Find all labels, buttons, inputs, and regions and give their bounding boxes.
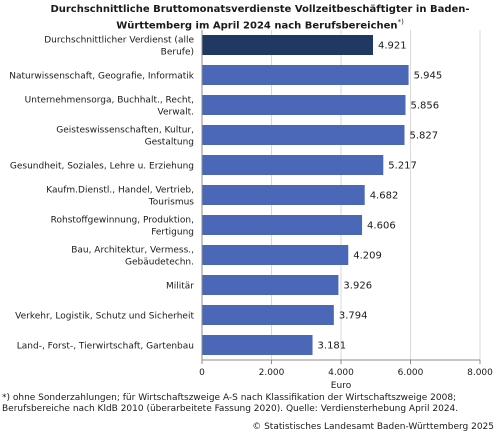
bar <box>202 155 384 175</box>
footnote-line-2: Berufsbereiche nach KldB 2010 (überarbei… <box>2 404 459 414</box>
category-label: Verwalt. <box>158 108 194 118</box>
bar-value-label: 4.682 <box>370 191 399 202</box>
bar <box>202 245 349 265</box>
footnote: *) ohne Sonderzahlungen; für Wirtschafts… <box>2 393 498 415</box>
bar-value-label: 3.181 <box>318 341 347 352</box>
bar <box>202 95 406 115</box>
category-label: Verkehr, Logistik, Schutz und Sicherheit <box>15 312 194 322</box>
bar-value-label: 5.945 <box>414 71 443 82</box>
bar-chart: 4.921 Durchschnittlicher Verdienst (alle B… <box>9 30 493 391</box>
bar <box>202 65 409 85</box>
bar-value-label: 4.921 <box>378 41 407 52</box>
category-label: Unternehmensorga, Buchhalt., Recht, <box>25 96 194 106</box>
x-tick-label: 2.000 <box>259 368 285 378</box>
bar <box>202 335 313 355</box>
bar <box>202 35 374 55</box>
bar-value-label: 5.217 <box>388 161 417 172</box>
bar <box>202 185 365 205</box>
chart-title-text: Durchschnittliche Bruttomonatsverdienste… <box>50 4 470 32</box>
category-label: Gestaltung <box>145 138 194 148</box>
bar <box>202 305 334 325</box>
category-label: Naturwissenschaft, Geografie, Informatik <box>9 72 195 82</box>
x-axis-label: Euro <box>331 381 352 391</box>
footnote-line-1: *) ohne Sonderzahlungen; für Wirtschafts… <box>2 393 457 403</box>
bar <box>202 215 363 235</box>
bar-value-label: 5.856 <box>410 101 439 112</box>
bar-value-label: 3.926 <box>343 281 372 292</box>
x-tick-label: 8.000 <box>467 368 493 378</box>
category-label: Tourismus <box>148 198 195 208</box>
bar-value-label: 3.794 <box>339 311 368 322</box>
category-label: Kaufm.Dienstl., Handel, Vertrieb, <box>46 186 194 196</box>
copyright-note: © Statistisches Landesamt Baden-Württemb… <box>252 422 494 432</box>
category-label: Geisteswissenschaften, Kultur, <box>56 126 194 136</box>
category-label: Gesundheit, Soziales, Lehre u. Erziehung <box>10 162 194 172</box>
bar-value-label: 4.209 <box>353 251 382 262</box>
category-label: Gebäudetechn. <box>125 258 194 268</box>
category-label: Fertigung <box>151 228 194 238</box>
category-label: Durchschnittlicher Verdienst (alle <box>44 36 194 46</box>
category-label: Rohstoffgewinnung, Produktion, <box>51 216 194 226</box>
chart-title: Durchschnittliche Bruttomonatsverdienste… <box>40 3 480 32</box>
category-label: Militär <box>166 282 194 292</box>
bar-value-label: 5.827 <box>409 131 438 142</box>
x-tick-label: 0 <box>199 368 205 378</box>
bar <box>202 275 339 295</box>
category-label: Land-, Forst-, Tierwirtschaft, Gartenbau <box>17 342 194 352</box>
chart-title-footnote-marker: *) <box>397 18 404 26</box>
category-label: Bau, Architektur, Vermess., <box>71 246 194 256</box>
category-label: Berufe) <box>161 48 194 58</box>
x-tick-label: 6.000 <box>398 368 424 378</box>
x-tick-label: 4.000 <box>328 368 354 378</box>
bar <box>202 125 405 145</box>
bar-value-label: 4.606 <box>367 221 396 232</box>
